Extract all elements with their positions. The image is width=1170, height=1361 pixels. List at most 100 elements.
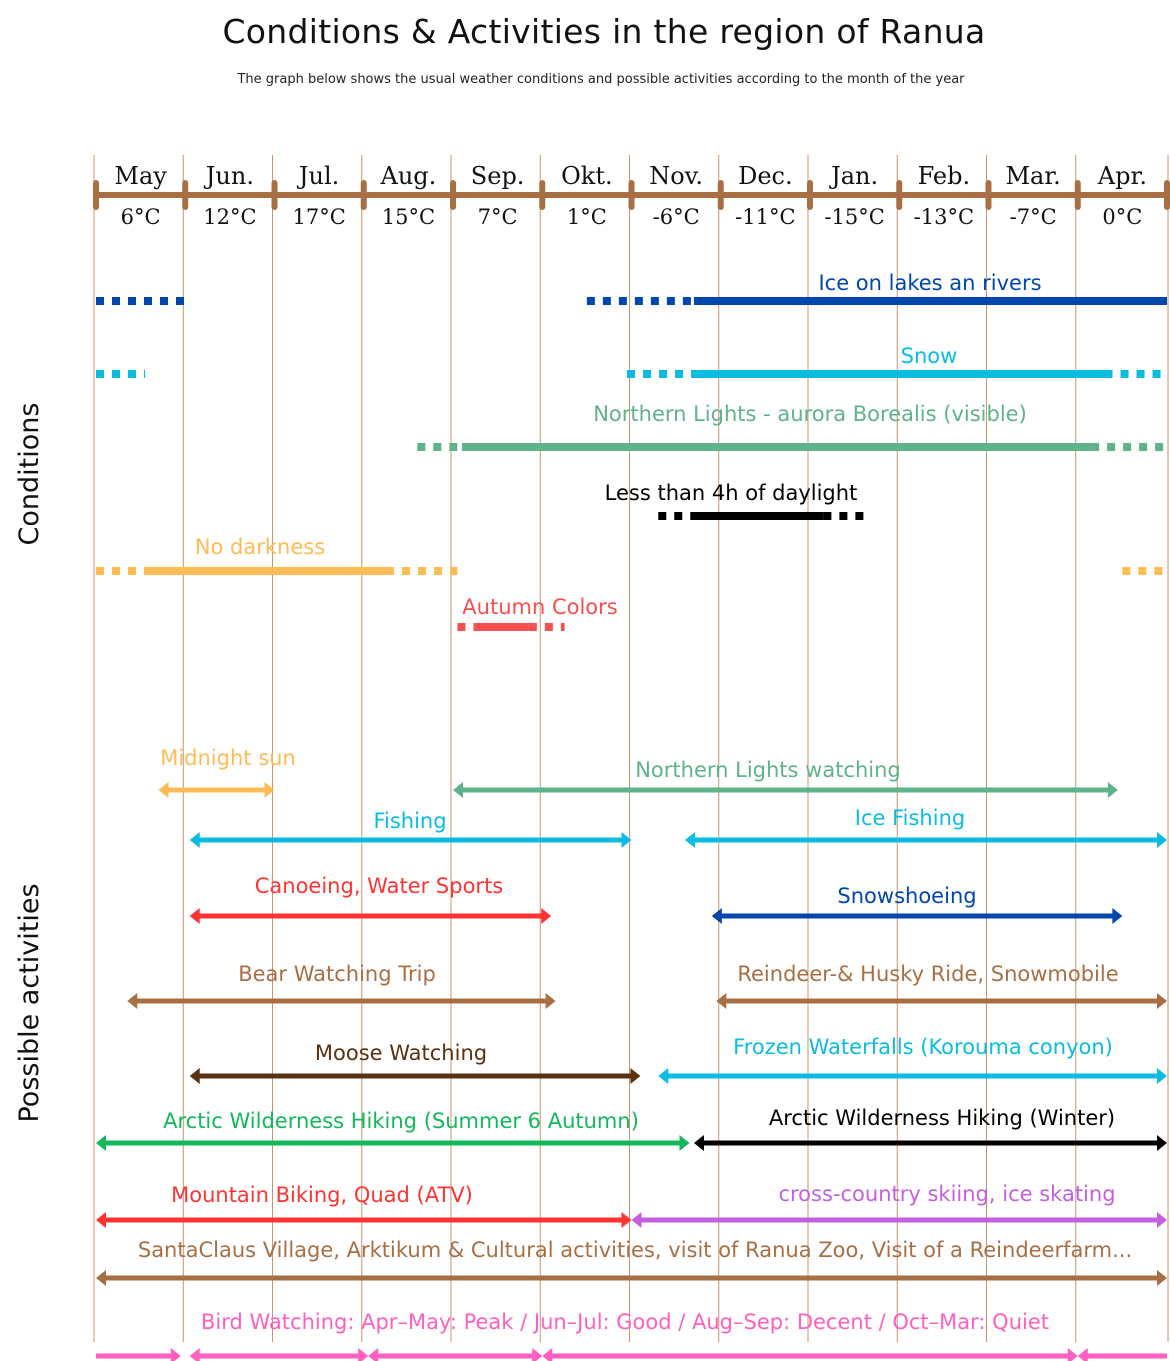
activity-ice-fishing: Ice Fishing	[685, 806, 1167, 848]
chart-subtitle: The graph below shows the usual weather …	[237, 72, 965, 87]
condition-less-than-4h-of-daylight: Less than 4h of daylight	[605, 481, 864, 520]
activity-label: Northern Lights watching	[635, 758, 901, 782]
month-label: Apr.	[1097, 162, 1147, 190]
activity-label: Bird Watching: Apr–May: Peak / Jun–Jul: …	[201, 1310, 1049, 1334]
temperature-label: 17°C	[292, 205, 345, 229]
arrowhead-left	[631, 1212, 642, 1228]
arrowhead-left	[711, 908, 722, 924]
activity-label: Arctic Wilderness Hiking (Summer 6 Autum…	[163, 1109, 639, 1133]
arrowhead-right	[170, 1348, 181, 1361]
activity-bird-watching-apr-may-peak-jun-jul-good-: Bird Watching: Apr–May: Peak / Jun–Jul: …	[96, 1310, 1167, 1361]
month-label: Jun.	[203, 162, 254, 190]
arrowhead-right	[621, 832, 632, 848]
activity-label: cross-country skiing, ice skating	[778, 1182, 1115, 1206]
activity-label: Reindeer-& Husky Ride, Snowmobile	[737, 962, 1118, 986]
temperature-label: 15°C	[382, 205, 435, 229]
arrowhead-right	[1067, 1348, 1078, 1361]
month-label: Dec.	[738, 162, 793, 190]
arrowhead-right	[264, 782, 275, 798]
temperature-label: 12°C	[203, 205, 256, 229]
activity-label: Ice Fishing	[855, 806, 965, 830]
arrowhead-left	[542, 1348, 553, 1361]
condition-label: Autumn Colors	[462, 595, 617, 619]
arrowhead-right	[630, 1068, 641, 1084]
arrowhead-right	[1112, 908, 1123, 924]
condition-snow: Snow	[96, 344, 1167, 378]
activities-section-label: Possible activities	[14, 883, 45, 1122]
month-label: Jul.	[296, 162, 339, 190]
conditions-section-label: Conditions	[14, 403, 45, 546]
temperature-label: -7°C	[1010, 205, 1057, 229]
condition-northern-lights-aurora-borealis-visible: Northern Lights - aurora Borealis (visib…	[417, 402, 1167, 451]
arrowhead-right	[545, 993, 556, 1009]
activity-label: Canoeing, Water Sports	[255, 874, 504, 898]
conditions-group: Ice on lakes an rivers Snow Northern Light…	[96, 271, 1167, 631]
arrowhead-right	[1157, 1270, 1167, 1286]
arrowhead-right	[1157, 993, 1167, 1009]
activity-arctic-wilderness-hiking-summer-6-autumn: Arctic Wilderness Hiking (Summer 6 Autum…	[96, 1109, 690, 1151]
temperature-label: -15°C	[824, 205, 884, 229]
arrowhead-right	[1157, 1135, 1167, 1151]
month-label: Mar.	[1005, 162, 1060, 190]
activity-fishing: Fishing	[189, 809, 632, 848]
arrowhead-right	[358, 1348, 369, 1361]
arrowhead-left	[96, 1135, 106, 1151]
arrowhead-left	[453, 782, 463, 798]
activity-reindeer-husky-ride-snowmobile: Reindeer-& Husky Ride, Snowmobile	[716, 962, 1167, 1009]
month-label: Aug.	[379, 162, 436, 190]
month-label: Feb.	[918, 162, 971, 190]
arrowhead-right	[1157, 1212, 1167, 1228]
activity-label: Arctic Wilderness Hiking (Winter)	[769, 1106, 1115, 1130]
activity-frozen-waterfalls-korouma-conyon: Frozen Waterfalls (Korouma conyon)	[658, 1035, 1167, 1084]
activity-label: Fishing	[373, 809, 446, 833]
condition-label: Northern Lights - aurora Borealis (visib…	[593, 402, 1027, 426]
activity-label: Moose Watching	[315, 1041, 487, 1065]
activity-moose-watching: Moose Watching	[189, 1041, 641, 1084]
temperature-label: -13°C	[914, 205, 974, 229]
condition-ice-on-lakes-an-rivers: Ice on lakes an rivers	[96, 271, 1167, 305]
temperature-label: 7°C	[478, 205, 518, 229]
activity-arctic-wilderness-hiking-winter: Arctic Wilderness Hiking (Winter)	[693, 1106, 1167, 1151]
activity-northern-lights-watching: Northern Lights watching	[453, 758, 1118, 798]
arrowhead-left	[189, 1068, 200, 1084]
month-axis: May Jun. Jul. Aug. Sep. Okt. Nov. Dec. Jan. Feb. M…	[93, 162, 1170, 229]
chart-title: Conditions & Activities in the region of…	[222, 12, 986, 51]
activity-label: SantaClaus Village, Arktikum & Cultural …	[138, 1238, 1132, 1262]
condition-label: Snow	[901, 344, 958, 368]
activity-label: Midnight sun	[160, 746, 296, 770]
condition-no-darkness: No darkness	[96, 535, 1167, 575]
arrowhead-right	[621, 1212, 632, 1228]
condition-label: Ice on lakes an rivers	[818, 271, 1041, 295]
arrowhead-right	[532, 1348, 543, 1361]
arrowhead-left	[693, 1135, 704, 1151]
condition-label: Less than 4h of daylight	[605, 481, 858, 505]
arrowhead-left	[96, 1270, 106, 1286]
activity-label: Bear Watching Trip	[238, 962, 436, 986]
arrowhead-left	[189, 908, 200, 924]
activity-mountain-biking-quad-atv: Mountain Biking, Quad (ATV)	[96, 1183, 632, 1228]
activity-snowshoeing: Snowshoeing	[711, 884, 1123, 924]
activity-label: Snowshoeing	[837, 884, 976, 908]
temperature-label: 1°C	[567, 205, 607, 229]
arrowhead-left	[716, 993, 727, 1009]
temperature-label: -6°C	[653, 205, 700, 229]
month-label: Nov.	[649, 162, 703, 190]
activity-bear-watching-trip: Bear Watching Trip	[127, 962, 556, 1009]
arrowhead-left	[127, 993, 138, 1009]
arrowhead-left	[189, 1348, 200, 1361]
arrowhead-left	[189, 832, 200, 848]
condition-label: No darkness	[195, 535, 325, 559]
arrowhead-right	[541, 908, 552, 924]
condition-autumn-colors: Autumn Colors	[457, 595, 618, 631]
arrowhead-left	[158, 782, 169, 798]
arrowhead-left	[96, 1212, 106, 1228]
activities-group: Midnight sun Northern Lights watching Fish…	[96, 746, 1167, 1361]
month-label: Sep.	[471, 162, 525, 190]
arrowhead-left	[1077, 1348, 1088, 1361]
temperature-label: 6°C	[121, 205, 161, 229]
arrowhead-left	[658, 1068, 669, 1084]
month-label: May	[114, 162, 167, 190]
arrowhead-right	[1107, 782, 1118, 798]
activity-label: Frozen Waterfalls (Korouma conyon)	[733, 1035, 1113, 1059]
